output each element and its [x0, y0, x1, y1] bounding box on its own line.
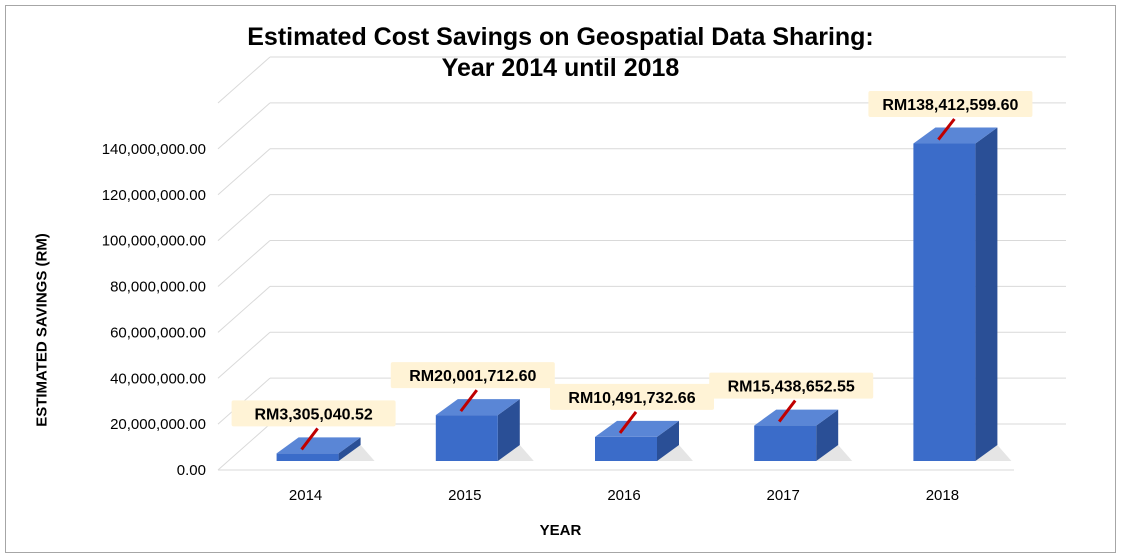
- bar-top: [913, 127, 998, 144]
- bar: [435, 415, 498, 461]
- data-label-leader: [618, 411, 638, 434]
- x-tick-label: 2018: [926, 487, 959, 504]
- bar-top: [754, 409, 839, 426]
- y-tick-label: 100,000,000.00: [102, 233, 206, 250]
- bar-top: [595, 420, 679, 437]
- gridline-side: [217, 331, 271, 379]
- chart-title: Estimated Cost Savings on Geospatial Dat…: [247, 23, 874, 51]
- gridline-side: [217, 194, 271, 241]
- y-tick-label: 120,000,000.00: [102, 187, 206, 204]
- gridline-side: [217, 148, 271, 196]
- data-label-bg: [868, 91, 1033, 117]
- bar-top: [435, 399, 520, 416]
- bar-side: [975, 127, 998, 461]
- x-axis-label: YEAR: [539, 522, 582, 539]
- x-tick-label: 2014: [289, 487, 322, 504]
- y-tick-label: 40,000,000.00: [110, 370, 206, 387]
- gridline-side: [217, 56, 271, 104]
- x-tick-label: 2017: [767, 487, 800, 504]
- bar: [754, 425, 817, 461]
- data-label-leader: [300, 427, 319, 451]
- data-label-bg: [390, 362, 555, 389]
- gridline-side: [217, 240, 271, 287]
- x-tick-label: 2016: [607, 487, 640, 504]
- bar-side: [816, 409, 839, 461]
- data-label-bg: [550, 383, 714, 410]
- data-label-leader: [459, 389, 478, 413]
- bar-side: [497, 399, 520, 461]
- data-label: RM10,491,732.66: [568, 390, 695, 407]
- y-tick-label: 60,000,000.00: [110, 324, 206, 341]
- bar-top: [276, 437, 361, 454]
- bar-side: [338, 437, 361, 461]
- y-tick-label: 0.00: [177, 462, 206, 479]
- x-tick-label: 2015: [448, 487, 481, 504]
- y-tick-label: 140,000,000.00: [102, 141, 206, 158]
- data-label: RM138,412,599.60: [882, 97, 1018, 114]
- y-tick-label: 80,000,000.00: [110, 279, 206, 296]
- data-label-bg: [709, 372, 874, 399]
- bar: [913, 143, 976, 461]
- chart-subtitle: Year 2014 until 2018: [441, 54, 680, 82]
- chart-title-block: Estimated Cost Savings on Geospatial Dat…: [0, 22, 1121, 84]
- gridline-side: [217, 286, 271, 333]
- bar: [276, 453, 339, 461]
- data-label-leader: [937, 118, 956, 141]
- bar: [595, 436, 657, 461]
- gridline-side: [217, 102, 271, 150]
- data-label-bg: [231, 400, 396, 427]
- y-tick-label: 20,000,000.00: [110, 416, 206, 433]
- bar-side: [657, 420, 679, 461]
- data-label: RM15,438,652.55: [728, 379, 855, 396]
- data-label: RM20,001,712.60: [409, 368, 536, 385]
- data-label-leader: [778, 399, 797, 423]
- gridline-side: [217, 423, 271, 471]
- data-label: RM3,305,040.52: [254, 406, 372, 423]
